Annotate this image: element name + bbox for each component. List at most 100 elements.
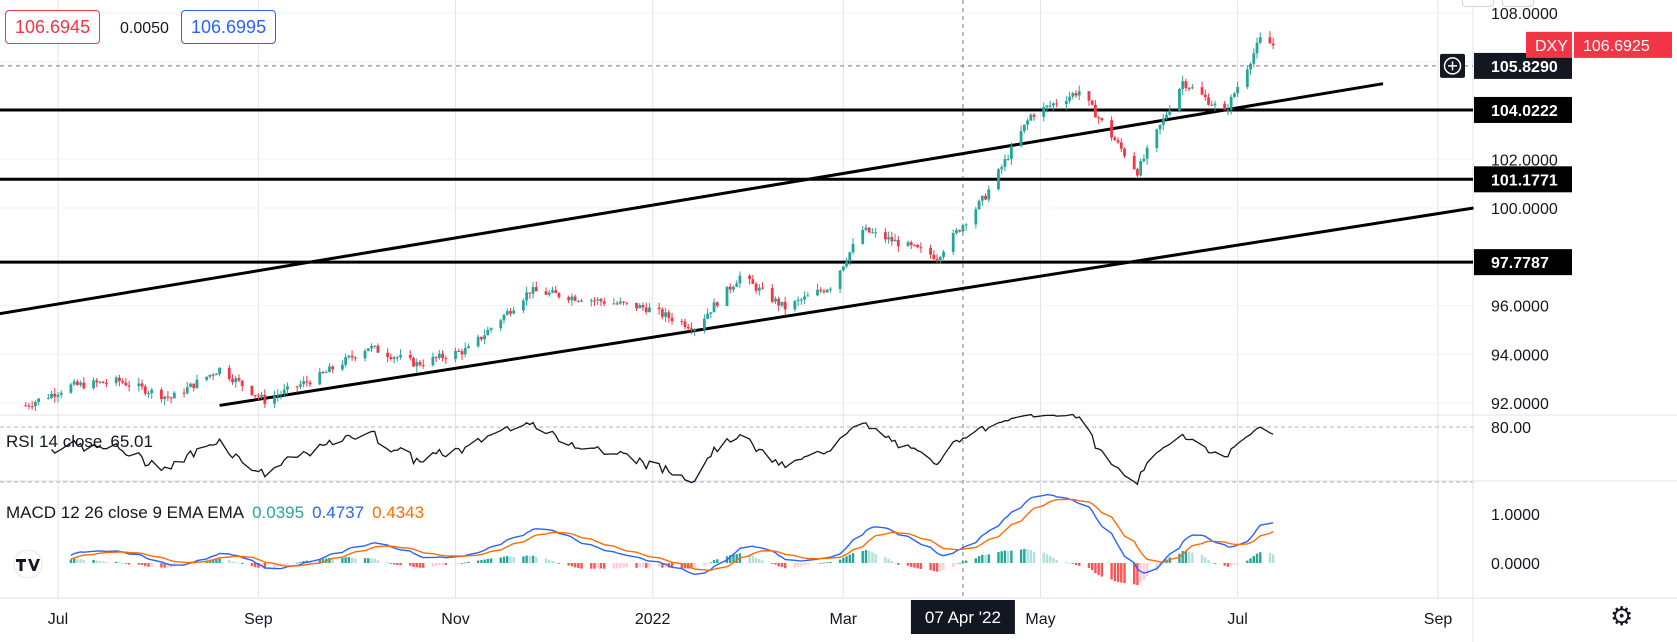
candle-body [1207, 97, 1210, 105]
candle-body [887, 237, 890, 240]
candle-body [353, 357, 357, 359]
candle-body [906, 242, 910, 247]
candle-body [845, 261, 848, 267]
plus-icon [1443, 57, 1462, 75]
macd-histogram-bar [218, 558, 221, 563]
price-tick-label: 100.0000 [1491, 201, 1558, 218]
macd-histogram-bar [596, 563, 599, 569]
macd-histogram-bar [1029, 549, 1032, 563]
price-tick-label: 92.0000 [1491, 396, 1549, 413]
candle-body [279, 394, 283, 396]
macd-histogram-bar [1003, 550, 1007, 563]
candle-body [570, 296, 574, 301]
settings-button[interactable] [1502, 0, 1534, 7]
candle-body [476, 336, 480, 347]
macd-histogram-bar [76, 558, 79, 563]
candle-body [82, 382, 86, 389]
macd-histogram-bar [522, 556, 525, 563]
macd-histogram-bar [570, 563, 574, 567]
macd-histogram-bar [1223, 563, 1226, 566]
symbol-tag-label: DXY [1535, 38, 1568, 55]
candle-body [706, 313, 710, 319]
macd-histogram-bar [1023, 548, 1026, 563]
macd-histogram-bar [680, 563, 683, 568]
macd-histogram-bar [525, 555, 528, 563]
bid-price[interactable]: 106.6945 [5, 10, 101, 44]
price-tick-label: 94.0000 [1491, 347, 1549, 364]
candle-body [214, 373, 218, 376]
candle-body [883, 232, 887, 240]
indicator-panes [0, 413, 1473, 586]
candle-body [1165, 114, 1168, 119]
candle-body [648, 307, 651, 313]
candle-body [418, 362, 422, 365]
gear-icon[interactable]: ⚙ [1610, 601, 1634, 631]
candle-body [182, 392, 186, 394]
macd-histogram-bar [114, 561, 118, 563]
macd-histogram-bar [577, 563, 580, 569]
macd-histogram-bar [1019, 549, 1023, 563]
macd-histogram-bar [121, 562, 124, 564]
macd-histogram-bar [1187, 551, 1191, 563]
candle-body [1184, 81, 1188, 88]
candle-body [1271, 43, 1275, 46]
candle-body [612, 303, 616, 305]
candle-body [1090, 100, 1094, 105]
candle-body [1232, 93, 1236, 97]
candle-body [738, 275, 742, 284]
candle-body [980, 195, 984, 201]
candle-body [189, 383, 192, 388]
macd-histogram-bar [897, 563, 900, 565]
macd-histogram-bar [1113, 563, 1117, 582]
macd-histogram-bar [1184, 550, 1188, 563]
candle-body [105, 383, 108, 385]
macd-histogram-bar [434, 563, 438, 567]
scale-button[interactable] [1462, 0, 1494, 7]
candle-body [460, 351, 464, 355]
macd-histogram-bar [635, 563, 638, 568]
macd-histogram-bar [464, 562, 467, 564]
macd-histogram-bar [215, 559, 218, 563]
candle-body [732, 286, 735, 290]
macd-histogram-bar [467, 561, 470, 563]
macd-histogram-bar [237, 562, 241, 564]
candle-body [389, 356, 393, 359]
macd-histogram-bar [1123, 563, 1126, 584]
candle-body [593, 300, 596, 302]
candle-body [195, 379, 199, 389]
drawings[interactable] [0, 82, 1474, 407]
tradingview-logo[interactable] [8, 550, 48, 578]
macd-histogram-bar [102, 561, 105, 563]
candle-body [1226, 109, 1230, 111]
macd-histogram-bar [657, 563, 661, 568]
macd-histogram-bar [748, 553, 751, 563]
candle-body [1052, 103, 1055, 106]
macd-histogram-bar [573, 563, 577, 568]
macd-histogram-bar [1181, 550, 1184, 563]
macd-histogram-bar [480, 560, 483, 563]
candle-body [861, 229, 865, 244]
ask-price[interactable]: 106.6995 [181, 10, 277, 44]
time-tick-label: Mar [830, 611, 858, 628]
candle-body [602, 301, 606, 304]
candle-body [913, 244, 916, 246]
macd-histogram-bar [612, 563, 616, 569]
candle-body [50, 393, 53, 398]
candle-body [951, 233, 955, 252]
macd-histogram-bar [848, 554, 852, 563]
macd-histogram-bar [231, 561, 234, 563]
macd-histogram-bar [625, 563, 629, 568]
macd-histogram-bar [1116, 563, 1120, 582]
macd-histogram-bar [344, 557, 347, 563]
candle-body [644, 307, 648, 313]
macd-histogram-bar [735, 554, 738, 563]
macd-histogram-bar [431, 563, 435, 567]
candle-body [754, 283, 758, 291]
macd-histogram-bar [599, 563, 603, 569]
macd-histogram-bar [354, 558, 357, 563]
candle-body [761, 287, 764, 289]
candle-body [796, 299, 800, 302]
macd-histogram-bar [890, 561, 894, 563]
candle-body [871, 232, 874, 234]
